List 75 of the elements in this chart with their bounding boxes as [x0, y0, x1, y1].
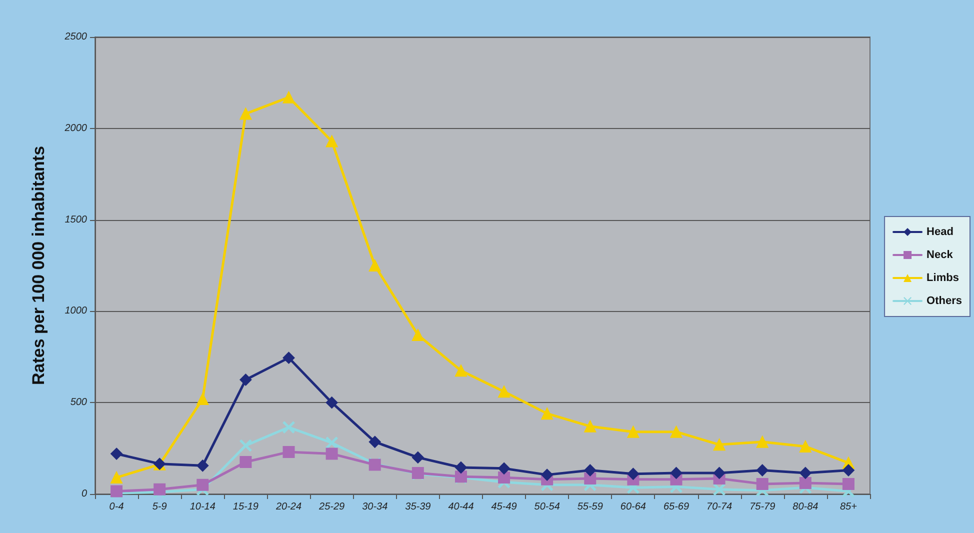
- y-tick-label: 1500: [64, 214, 88, 226]
- point: [498, 462, 510, 474]
- legend-label: Limbs: [926, 272, 959, 284]
- x-tick-label: 40-44: [448, 502, 474, 512]
- x-tick-label: 80-84: [792, 502, 819, 512]
- point: [498, 472, 510, 484]
- point: [282, 446, 295, 458]
- y-tick-label: 0: [81, 488, 88, 500]
- legend-label: Head: [926, 226, 954, 238]
- point: [368, 436, 381, 448]
- point: [240, 108, 252, 120]
- point: [240, 440, 252, 452]
- point: [713, 483, 726, 496]
- point: [240, 374, 252, 386]
- y-tick-label: 1000: [64, 306, 88, 317]
- point: [110, 448, 123, 460]
- point: [412, 328, 424, 341]
- point: [713, 438, 726, 451]
- point: [541, 468, 554, 481]
- point: [154, 483, 166, 496]
- legend-label: Neck: [926, 249, 954, 261]
- x-tick-label: 30-34: [362, 502, 388, 512]
- x-tick-label: 25-29: [318, 502, 346, 512]
- point: [196, 478, 209, 491]
- x-tick-label: 75-79: [750, 502, 776, 512]
- x-tick-label: 60-64: [620, 502, 646, 512]
- point: [799, 440, 812, 452]
- point: [326, 396, 338, 409]
- point: [326, 135, 338, 148]
- point: [412, 451, 424, 464]
- x-tick-label: 0-4: [109, 502, 124, 512]
- point: [670, 426, 682, 438]
- point: [110, 472, 123, 484]
- x-tick-label: 65-69: [663, 502, 690, 512]
- y-tick-label: 2500: [64, 32, 88, 42]
- point: [799, 466, 812, 479]
- legend-label: Others: [926, 295, 962, 307]
- x-tick-label: 35-39: [405, 502, 432, 512]
- point: [541, 408, 554, 420]
- point: [627, 426, 640, 438]
- x-tick-label: 15-19: [232, 502, 259, 512]
- point: [756, 464, 768, 476]
- point: [584, 420, 596, 432]
- point: [368, 260, 381, 272]
- y-axis-title: Rates per 100 000 inhabitants: [29, 146, 48, 386]
- y-tick-label: 500: [70, 397, 88, 408]
- point: [498, 386, 510, 398]
- point: [756, 478, 768, 490]
- x-tick-label: 85+: [840, 502, 858, 512]
- x-tick-label: 10-14: [190, 502, 216, 512]
- point: [196, 392, 209, 405]
- point: [454, 364, 467, 377]
- x-tick-label: 50-54: [534, 502, 560, 512]
- point: [196, 460, 209, 472]
- point: [282, 352, 295, 364]
- point: [799, 477, 812, 490]
- x-tick-label: 20-24: [274, 502, 302, 512]
- point: [756, 436, 768, 448]
- point: [454, 461, 467, 474]
- point: [842, 478, 854, 490]
- point: [282, 91, 295, 104]
- x-tick-label: 70-74: [706, 502, 733, 512]
- point: [713, 466, 726, 479]
- point: [282, 421, 295, 434]
- point: [670, 466, 682, 479]
- x-tick-label: 55-59: [577, 502, 604, 512]
- point: [326, 436, 338, 449]
- point: [842, 464, 854, 476]
- x-tick-label: 45-49: [491, 502, 518, 512]
- point: [240, 456, 252, 468]
- point: [584, 464, 596, 476]
- x-tick-label: 5-9: [152, 502, 168, 512]
- point: [627, 468, 640, 480]
- y-tick-label: 2000: [64, 122, 88, 134]
- point: [326, 448, 338, 460]
